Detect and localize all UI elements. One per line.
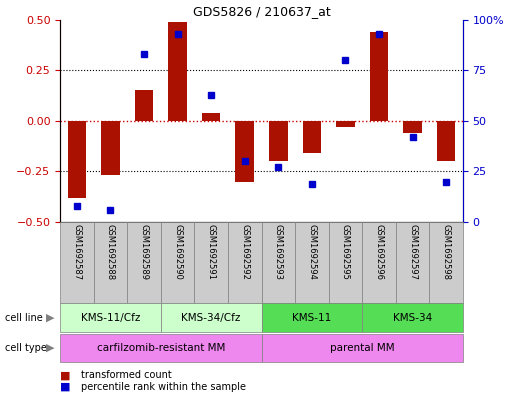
- Text: GSM1692593: GSM1692593: [274, 224, 283, 281]
- Bar: [396, 222, 429, 303]
- Text: KMS-34/Cfz: KMS-34/Cfz: [181, 313, 241, 323]
- Bar: [127, 222, 161, 303]
- Bar: [429, 222, 463, 303]
- Bar: [403, 121, 422, 133]
- Text: KMS-34: KMS-34: [393, 313, 432, 323]
- Bar: [437, 121, 456, 161]
- Text: cell type: cell type: [5, 343, 47, 353]
- Text: GSM1692597: GSM1692597: [408, 224, 417, 281]
- Bar: [328, 222, 362, 303]
- Bar: [195, 222, 228, 303]
- Bar: [202, 113, 220, 121]
- Text: GSM1692589: GSM1692589: [140, 224, 149, 281]
- Bar: [303, 121, 321, 153]
- Bar: [161, 222, 195, 303]
- Text: ■: ■: [60, 382, 71, 392]
- Text: GSM1692590: GSM1692590: [173, 224, 182, 280]
- Text: KMS-11: KMS-11: [292, 313, 332, 323]
- Bar: [262, 222, 295, 303]
- Text: ■: ■: [60, 370, 71, 380]
- Bar: [161, 303, 262, 332]
- Bar: [101, 121, 120, 176]
- Bar: [94, 222, 127, 303]
- Bar: [362, 303, 463, 332]
- Bar: [370, 32, 388, 121]
- Bar: [60, 334, 262, 362]
- Text: GSM1692595: GSM1692595: [341, 224, 350, 280]
- Bar: [67, 121, 86, 198]
- Bar: [168, 22, 187, 121]
- Text: ▶: ▶: [47, 343, 55, 353]
- Text: GSM1692588: GSM1692588: [106, 224, 115, 281]
- Bar: [135, 90, 153, 121]
- Text: cell line: cell line: [5, 313, 43, 323]
- Text: ▶: ▶: [47, 313, 55, 323]
- Bar: [228, 222, 262, 303]
- Bar: [336, 121, 355, 127]
- Text: carfilzomib-resistant MM: carfilzomib-resistant MM: [97, 343, 225, 353]
- Text: GSM1692587: GSM1692587: [72, 224, 82, 281]
- Bar: [269, 121, 288, 161]
- Text: GSM1692591: GSM1692591: [207, 224, 215, 280]
- Text: GSM1692598: GSM1692598: [441, 224, 451, 281]
- Text: GSM1692594: GSM1692594: [308, 224, 316, 280]
- Bar: [235, 121, 254, 182]
- Bar: [60, 303, 161, 332]
- Bar: [362, 222, 396, 303]
- Text: KMS-11/Cfz: KMS-11/Cfz: [81, 313, 140, 323]
- Text: parental MM: parental MM: [330, 343, 394, 353]
- Text: percentile rank within the sample: percentile rank within the sample: [81, 382, 246, 392]
- Bar: [262, 334, 463, 362]
- Text: GSM1692592: GSM1692592: [240, 224, 249, 280]
- Bar: [295, 222, 328, 303]
- Title: GDS5826 / 210637_at: GDS5826 / 210637_at: [192, 6, 331, 18]
- Bar: [262, 303, 362, 332]
- Text: GSM1692596: GSM1692596: [374, 224, 383, 281]
- Bar: [60, 222, 94, 303]
- Text: transformed count: transformed count: [81, 370, 172, 380]
